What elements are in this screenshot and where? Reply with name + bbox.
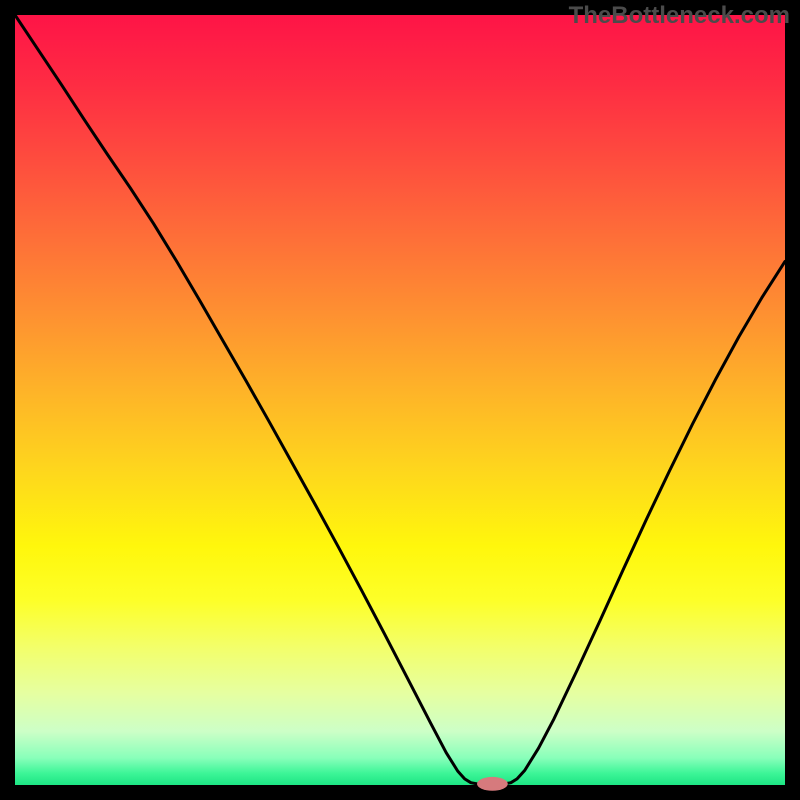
curve-layer [0,0,800,800]
optimal-marker [477,777,508,791]
bottleneck-curve [15,15,785,784]
bottleneck-chart: TheBottleneck.com [0,0,800,800]
watermark-label: TheBottleneck.com [569,2,790,30]
